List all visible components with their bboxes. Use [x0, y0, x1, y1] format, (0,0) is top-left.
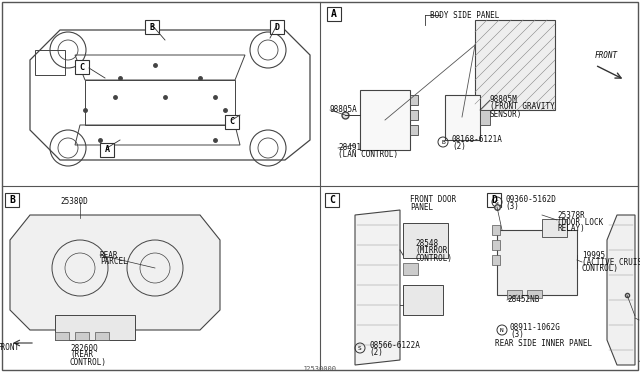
Bar	[507, 290, 522, 298]
Text: D: D	[275, 22, 280, 32]
Text: (LAN CONTROL): (LAN CONTROL)	[338, 151, 398, 160]
Text: (DOOR LOCK: (DOOR LOCK	[557, 218, 604, 227]
Text: BODY SIDE PANEL: BODY SIDE PANEL	[430, 10, 499, 19]
Text: J2530000: J2530000	[303, 366, 337, 372]
Text: (MIRROR: (MIRROR	[415, 247, 447, 256]
Text: REAR: REAR	[100, 250, 118, 260]
Text: 28452NB: 28452NB	[507, 295, 540, 305]
Text: C: C	[230, 118, 234, 126]
Text: G: G	[495, 199, 499, 205]
Bar	[225, 115, 239, 129]
Text: RELAY): RELAY)	[557, 224, 585, 234]
Text: (ACTIVE CRUISE: (ACTIVE CRUISE	[582, 257, 640, 266]
Bar	[445, 95, 480, 140]
Text: N: N	[500, 327, 504, 333]
Text: B: B	[9, 195, 15, 205]
Text: FRONT: FRONT	[0, 343, 20, 353]
Bar	[410, 125, 418, 135]
Text: A: A	[331, 9, 337, 19]
Bar	[497, 230, 577, 295]
Text: CONTROL): CONTROL)	[415, 253, 452, 263]
Text: (REAR: (REAR	[70, 350, 93, 359]
Text: REAR SIDE INNER PANEL: REAR SIDE INNER PANEL	[495, 339, 592, 347]
Text: CONTROL): CONTROL)	[582, 264, 619, 273]
Text: SENSOR): SENSOR)	[490, 109, 522, 119]
Text: C: C	[79, 62, 84, 71]
Bar	[475, 20, 555, 110]
Bar	[410, 95, 418, 105]
Bar	[403, 263, 418, 275]
Bar	[55, 332, 69, 340]
Bar	[360, 90, 410, 150]
Text: (FRONT GRAVITY: (FRONT GRAVITY	[490, 103, 555, 112]
Text: 28491: 28491	[338, 144, 361, 153]
Bar	[270, 20, 284, 34]
Bar	[492, 225, 500, 235]
Text: B: B	[441, 140, 445, 144]
Text: (3): (3)	[510, 330, 524, 339]
Bar	[403, 285, 443, 315]
Text: (2): (2)	[369, 347, 383, 356]
Bar	[327, 7, 341, 21]
Polygon shape	[10, 215, 220, 330]
Text: 08168-6121A: 08168-6121A	[452, 135, 503, 144]
Text: 08566-6122A: 08566-6122A	[369, 340, 420, 350]
Text: (2): (2)	[452, 142, 466, 151]
Bar	[325, 193, 339, 207]
Bar	[145, 20, 159, 34]
Text: S: S	[358, 346, 362, 350]
Bar	[75, 60, 89, 74]
Text: 28548: 28548	[415, 240, 438, 248]
Bar	[542, 219, 567, 237]
Text: PARCEL: PARCEL	[100, 257, 128, 266]
Text: 08911-1062G: 08911-1062G	[510, 323, 561, 331]
Bar	[487, 193, 501, 207]
Bar	[55, 315, 135, 340]
Text: 25380D: 25380D	[60, 198, 88, 206]
Bar	[35, 50, 65, 75]
Text: J25300D0: J25300D0	[639, 356, 640, 365]
Text: 09360-5162D: 09360-5162D	[505, 196, 556, 205]
Bar	[480, 110, 490, 125]
Bar	[5, 193, 19, 207]
Polygon shape	[607, 215, 635, 365]
Text: C: C	[329, 195, 335, 205]
Text: FRONT: FRONT	[595, 51, 618, 60]
Bar	[75, 332, 89, 340]
Bar	[410, 110, 418, 120]
Text: 98805M: 98805M	[490, 96, 518, 105]
Text: CONTROL): CONTROL)	[70, 357, 107, 366]
Text: A: A	[104, 145, 109, 154]
Text: 19995: 19995	[582, 250, 605, 260]
Text: D: D	[491, 195, 497, 205]
Text: (3): (3)	[505, 202, 519, 212]
Text: 25378R: 25378R	[557, 211, 585, 219]
Bar	[492, 240, 500, 250]
Text: B: B	[150, 22, 154, 32]
Text: 98805A: 98805A	[330, 106, 358, 115]
Bar	[527, 290, 542, 298]
Bar	[403, 223, 448, 258]
Bar	[492, 255, 500, 265]
Text: 28260Q: 28260Q	[70, 343, 98, 353]
Text: PANEL: PANEL	[410, 202, 433, 212]
Polygon shape	[355, 210, 400, 365]
Text: FRONT DOOR: FRONT DOOR	[410, 196, 456, 205]
Bar	[100, 143, 114, 157]
Bar	[95, 332, 109, 340]
Text: 25378D: 25378D	[639, 315, 640, 324]
